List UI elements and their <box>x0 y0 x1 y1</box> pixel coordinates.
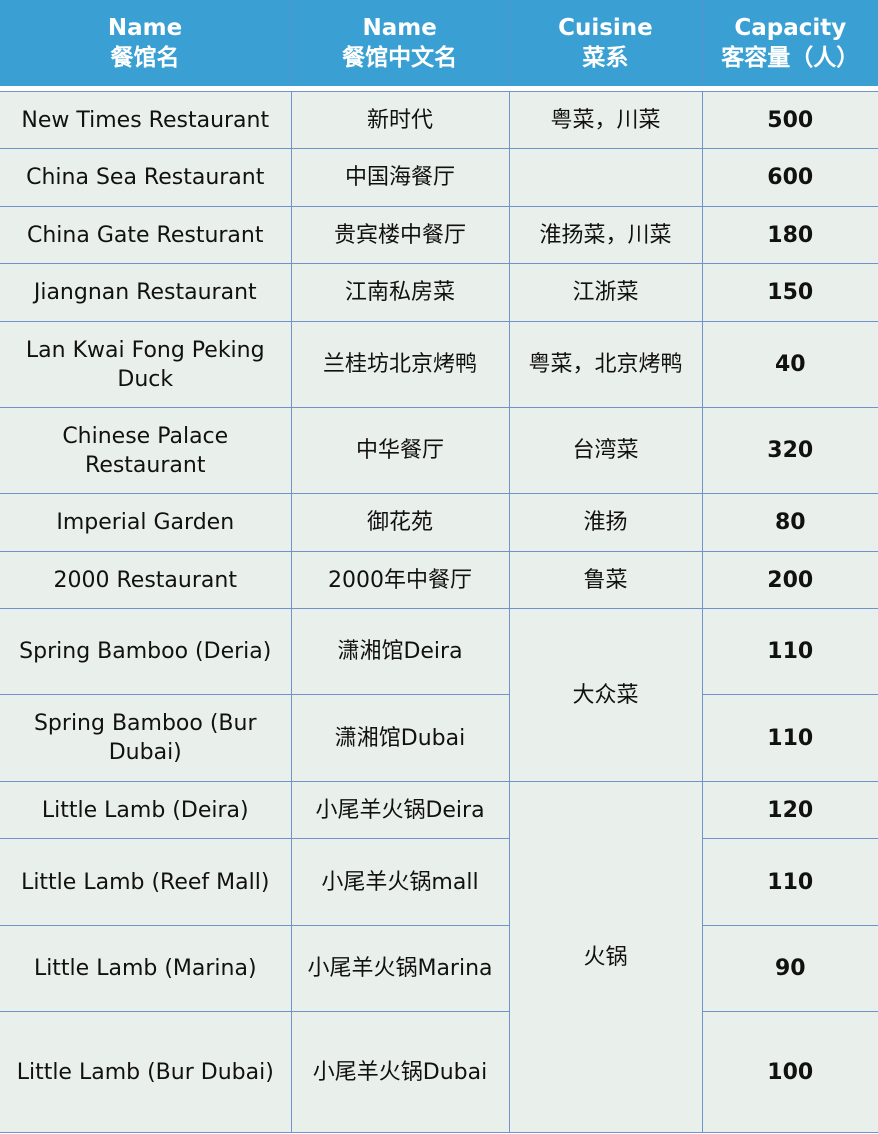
cell-cuisine: 台湾菜 <box>508 407 703 494</box>
cell-chinese-name: 小尾羊火锅mall <box>290 838 510 926</box>
cell-chinese-name: 潇湘馆Dubai <box>290 694 510 782</box>
table-row: Spring Bamboo (Bur Dubai) 潇湘馆Dubai 110 <box>0 694 878 782</box>
cell-name: New Times Restaurant <box>0 91 292 149</box>
header-name: Name 餐馆名 <box>0 0 291 86</box>
cell-chinese-name: 中国海餐厅 <box>290 148 510 207</box>
table-row: 2000 Restaurant 2000年中餐厅 鲁菜 200 <box>0 551 878 609</box>
table-row: Jiangnan Restaurant 江南私房菜 江浙菜 150 <box>0 263 878 322</box>
cell-cuisine: 淮扬菜，川菜 <box>508 206 703 264</box>
cell-cuisine: 粤菜，川菜 <box>508 91 703 149</box>
header-capacity: Capacity 客容量（人） <box>721 15 860 71</box>
table-row: Little Lamb (Marina) 小尾羊火锅Marina 90 <box>0 925 878 1012</box>
cell-capacity: 90 <box>701 925 878 1012</box>
cell-capacity: 80 <box>701 493 878 552</box>
cell-name: Lan Kwai Fong Peking Duck <box>0 321 292 408</box>
restaurant-table: New Times Restaurant 新时代 粤菜，川菜 500 China Sea… <box>0 91 878 1133</box>
cell-name: Little Lamb (Marina) <box>0 925 292 1012</box>
cell-cuisine: 江浙菜 <box>508 263 703 322</box>
cell-chinese-name: 中华餐厅 <box>290 407 510 494</box>
cell-chinese-name: 江南私房菜 <box>290 263 510 322</box>
cell-chinese-name: 小尾羊火锅Dubai <box>290 1011 510 1133</box>
header-cuisine: Cuisine 菜系 <box>509 0 703 86</box>
cell-chinese-name: 小尾羊火锅Marina <box>290 925 510 1012</box>
cell-name: Spring Bamboo (Deria) <box>0 608 292 695</box>
table-row: Imperial Garden 御花苑 淮扬 80 <box>0 493 878 552</box>
cell-cuisine: 鲁菜 <box>508 551 703 609</box>
cell-cuisine: 大众菜 <box>508 608 703 782</box>
cell-chinese-name: 小尾羊火锅Deira <box>290 781 510 839</box>
cell-name: Little Lamb (Bur Dubai) <box>0 1011 292 1133</box>
cell-cuisine: 粤菜，北京烤鸭 <box>508 321 703 408</box>
cell-name: 2000 Restaurant <box>0 551 292 609</box>
cell-chinese-name: 兰桂坊北京烤鸭 <box>290 321 510 408</box>
table-row: Spring Bamboo (Deria) 潇湘馆Deira 大众菜 110 <box>0 608 878 782</box>
cell-capacity: 110 <box>701 838 878 926</box>
header-chinese-name: Name 餐馆中文名 <box>291 0 510 86</box>
cell-name: China Sea Restaurant <box>0 148 292 207</box>
table-row: New Times Restaurant 新时代 粤菜，川菜 500 <box>0 91 878 149</box>
cell-name: Imperial Garden <box>0 493 292 552</box>
cell-capacity: 180 <box>701 206 878 264</box>
cell-cuisine <box>508 148 703 207</box>
table-row: Little Lamb (Bur Dubai) 小尾羊火锅Dubai 100 <box>0 1011 878 1133</box>
table-header: Name 餐馆名 Name 餐馆中文名 Cuisine 菜系 Capacity 客容量（… <box>0 0 878 86</box>
table-row: Lan Kwai Fong Peking Duck 兰桂坊北京烤鸭 粤菜，北京烤鸭 4… <box>0 321 878 408</box>
cell-chinese-name: 新时代 <box>290 91 510 149</box>
cell-name: Jiangnan Restaurant <box>0 263 292 322</box>
cell-capacity: 120 <box>701 781 878 839</box>
cell-cuisine: 淮扬 <box>508 493 703 552</box>
cell-capacity: 200 <box>701 551 878 609</box>
cell-name: China Gate Resturant <box>0 206 292 264</box>
cell-capacity: 320 <box>701 407 878 494</box>
table-row: China Sea Restaurant 中国海餐厅 600 <box>0 148 878 207</box>
cell-capacity: 110 <box>701 608 878 695</box>
cell-chinese-name: 潇湘馆Deira <box>290 608 510 695</box>
cell-chinese-name: 御花苑 <box>290 493 510 552</box>
table-row: Little Lamb (Reef Mall) 小尾羊火锅mall 110 <box>0 838 878 926</box>
cell-name: Chinese Palace Restaurant <box>0 407 292 494</box>
table-row: China Gate Resturant 贵宾楼中餐厅 淮扬菜，川菜 180 <box>0 206 878 264</box>
cell-name: Little Lamb (Deira) <box>0 781 292 839</box>
cell-capacity: 500 <box>701 91 878 149</box>
cell-cuisine: 火锅 <box>508 781 703 1133</box>
cell-capacity: 110 <box>701 694 878 782</box>
cell-chinese-name: 2000年中餐厅 <box>290 551 510 609</box>
cell-name: Little Lamb (Reef Mall) <box>0 838 292 926</box>
table-row: Little Lamb (Deira) 小尾羊火锅Deira 火锅 120 <box>0 781 878 1133</box>
cell-capacity: 600 <box>701 148 878 207</box>
cell-capacity: 40 <box>701 321 878 408</box>
table-row: Chinese Palace Restaurant 中华餐厅 台湾菜 320 <box>0 407 878 494</box>
cell-chinese-name: 贵宾楼中餐厅 <box>290 206 510 264</box>
cell-name: Spring Bamboo (Bur Dubai) <box>0 694 292 782</box>
cell-capacity: 100 <box>701 1011 878 1133</box>
cell-capacity: 150 <box>701 263 878 322</box>
